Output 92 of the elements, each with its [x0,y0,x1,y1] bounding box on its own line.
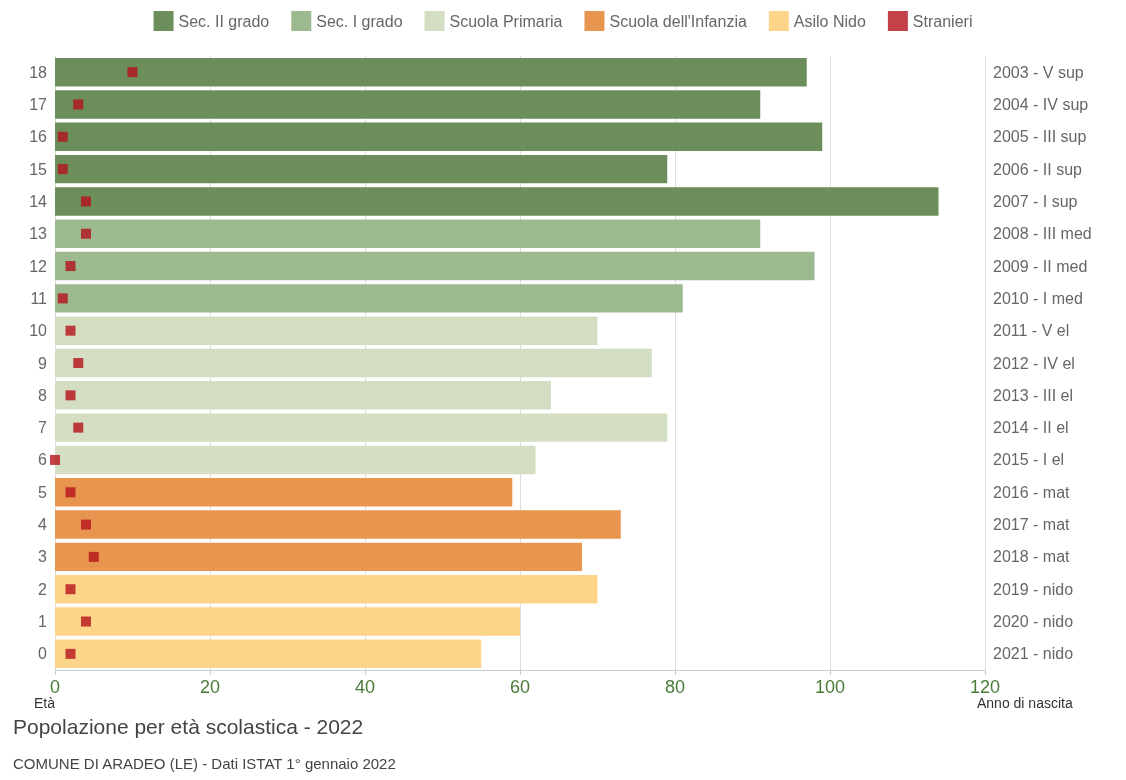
y-tick-label: 4 [38,516,48,534]
y2-axis-title: Anno di nascita [977,694,1073,711]
y2-tick-label: 2017 - mat [993,516,1071,534]
y2-tick-label: 2018 - mat [993,548,1071,566]
y2-tick-label: 2015 - I el [993,451,1065,469]
y2-tick-label: 2005 - III sup [993,128,1087,146]
y-tick-label: 7 [38,419,48,437]
text: COMUNE DI ARADEO (LE) - Dati ISTAT 1° gennaio 2022 [13,755,396,772]
point [65,390,76,401]
x-tick-label: 80 [664,677,686,697]
bar [55,187,939,216]
y2-tick-label: 2020 - nido [993,613,1074,631]
bar [55,639,482,669]
point [81,616,91,627]
y2-tick-label: 2007 - I sup [993,192,1078,210]
bar [55,219,761,248]
x-tick-label: 120 [969,677,1001,697]
bar [55,413,668,442]
y-tick-label: 13 [29,225,48,243]
bar [55,90,761,119]
point [65,648,76,659]
y2-tick-label: 2003 - V sup [993,63,1084,81]
y2-tick-label: 2016 - mat [993,483,1071,501]
x-tick-label: 60 [509,677,531,697]
point [81,228,91,239]
bar [55,284,683,313]
y-tick-label: 14 [29,192,48,210]
point [50,454,60,465]
point [127,67,138,78]
y-tick-label: 16 [29,128,48,146]
y-tick-label: 9 [38,354,48,372]
y2-tick-label: 2014 - II el [993,419,1069,437]
y2-tick-label: 2006 - II sup [993,160,1083,178]
point [73,422,84,433]
point [73,99,84,110]
point [73,358,84,368]
point [81,519,91,530]
legend-label: Sec. II grado [178,12,270,30]
point [65,584,76,595]
y-tick-label: 6 [38,451,48,469]
bar [55,122,823,152]
y-tick-label: 18 [29,63,48,81]
x-tick-label: 20 [199,677,221,697]
y-tick-label: 0 [38,645,48,663]
legend-label: Scuola dell'Infanzia [609,12,747,30]
y2-tick-label: 2019 - nido [993,580,1074,598]
point [57,131,68,142]
bar [55,316,598,345]
y-tick-label: 11 [30,289,48,307]
y2-tick-label: 2013 - III el [993,386,1074,404]
bar [55,542,582,572]
y2-tick-label: 2012 - IV el [993,354,1075,372]
x-tick-label: 40 [354,677,376,697]
y2-tick-label: 2011 - V el [993,322,1070,340]
bar [55,154,668,184]
point [65,261,76,272]
bar [55,510,621,539]
bar [55,57,807,87]
y-tick-label: 15 [29,160,48,178]
y2-tick-label: 2010 - I med [993,289,1083,307]
y-tick-label: 17 [29,95,48,113]
y2-tick-label: 2009 - II med [993,257,1088,275]
y-tick-label: 5 [38,483,48,501]
bar [55,348,652,378]
point [88,551,99,562]
bar [55,574,598,604]
text: Popolazione per età scolastica - 2022 [13,715,364,738]
x-tick-label: 100 [814,677,846,697]
point [57,164,68,175]
point [57,293,68,304]
bar [55,251,815,281]
y-tick-label: 8 [38,386,48,404]
y-tick-label: 12 [29,257,48,275]
y-axis-title: Età [33,694,56,711]
bar [55,478,513,507]
legend-label: Sec. I grado [316,12,403,30]
point [81,196,91,207]
y-tick-label: 2 [38,580,48,598]
bar [55,607,520,636]
y-tick-label: 3 [38,548,48,566]
bar [55,381,551,410]
y-tick-label: 1 [38,613,48,631]
point [65,325,76,336]
y2-tick-label: 2021 - nido [993,645,1074,663]
y-tick-label: 10 [29,322,48,340]
y2-tick-label: 2004 - IV sup [993,95,1089,113]
legend-label: Stranieri [912,12,973,30]
bar [55,445,536,475]
legend-label: Scuola Primaria [449,12,563,30]
legend-label: Asilo Nido [793,12,866,30]
y2-tick-label: 2008 - III med [993,225,1092,243]
point [65,487,76,498]
